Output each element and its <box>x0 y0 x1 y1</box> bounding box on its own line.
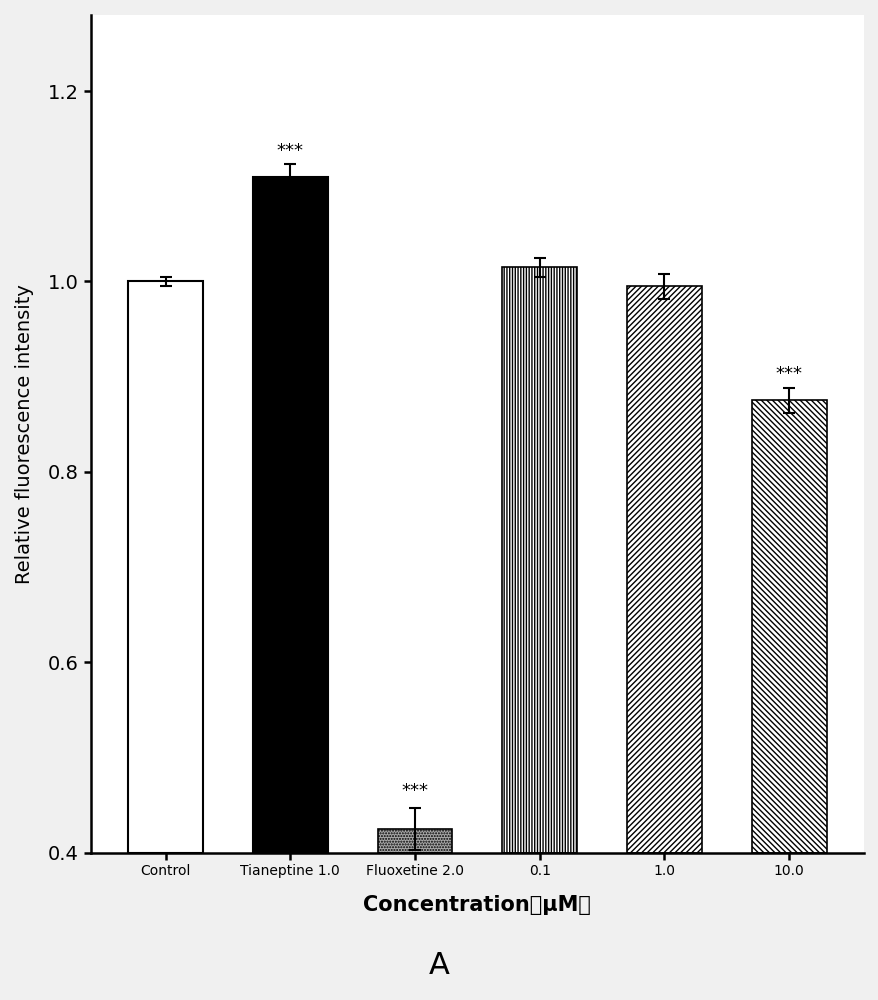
Text: ***: *** <box>401 782 428 800</box>
Text: A: A <box>428 950 450 980</box>
Y-axis label: Relative fluorescence intensity: Relative fluorescence intensity <box>15 284 34 584</box>
X-axis label: Concentration（μM）: Concentration（μM） <box>363 895 591 915</box>
Bar <box>751 400 825 853</box>
Text: ***: *** <box>774 365 802 383</box>
Bar <box>501 267 577 853</box>
Bar <box>128 281 203 853</box>
Bar <box>626 286 701 853</box>
Text: ***: *** <box>277 142 304 160</box>
Bar <box>378 829 452 853</box>
Bar <box>253 177 327 853</box>
